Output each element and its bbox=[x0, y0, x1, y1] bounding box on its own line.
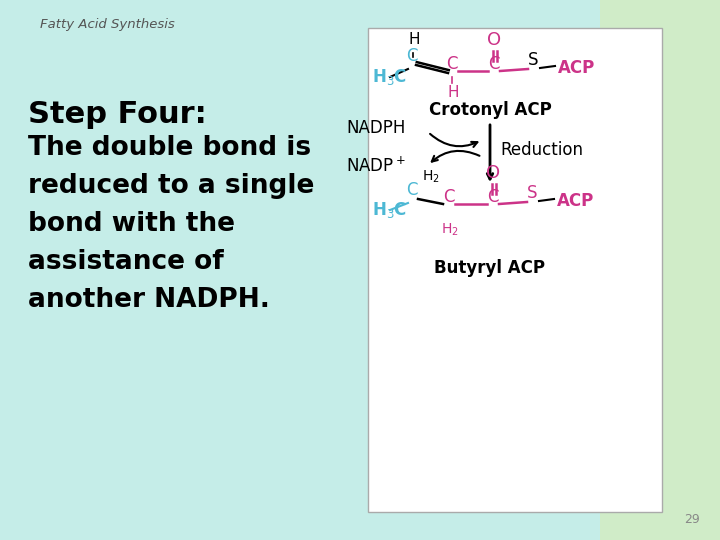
Text: Crotonyl ACP: Crotonyl ACP bbox=[428, 101, 552, 119]
Text: NADPH: NADPH bbox=[346, 119, 406, 137]
Text: assistance of: assistance of bbox=[28, 249, 224, 275]
Text: C: C bbox=[444, 188, 455, 206]
Text: S: S bbox=[527, 184, 537, 202]
Text: H$_3$C: H$_3$C bbox=[372, 200, 408, 220]
Bar bbox=[368, 28, 662, 512]
Text: O: O bbox=[487, 31, 501, 49]
Text: C: C bbox=[488, 55, 500, 73]
Text: C: C bbox=[406, 47, 418, 65]
Text: NADP$^+$: NADP$^+$ bbox=[346, 157, 406, 176]
Text: S: S bbox=[528, 51, 539, 69]
Text: Step Four:: Step Four: bbox=[28, 100, 207, 129]
Text: Fatty Acid Synthesis: Fatty Acid Synthesis bbox=[40, 18, 175, 31]
Bar bbox=[600, 0, 720, 540]
Text: O: O bbox=[486, 164, 500, 182]
Text: H: H bbox=[447, 85, 459, 100]
Text: 29: 29 bbox=[684, 513, 700, 526]
Text: Reduction: Reduction bbox=[500, 141, 583, 159]
Text: C: C bbox=[446, 55, 458, 73]
Text: H$_2$: H$_2$ bbox=[422, 168, 440, 185]
Text: The double bond is: The double bond is bbox=[28, 135, 311, 161]
Text: H$_2$: H$_2$ bbox=[441, 222, 459, 238]
Text: H: H bbox=[408, 32, 420, 47]
Text: C: C bbox=[406, 181, 418, 199]
Text: Butyryl ACP: Butyryl ACP bbox=[434, 259, 546, 277]
Text: ACP: ACP bbox=[558, 59, 595, 77]
Text: bond with the: bond with the bbox=[28, 211, 235, 237]
Text: C: C bbox=[487, 188, 499, 206]
Text: ACP: ACP bbox=[557, 192, 594, 210]
Text: reduced to a single: reduced to a single bbox=[28, 173, 315, 199]
Text: another NADPH.: another NADPH. bbox=[28, 287, 270, 313]
Text: H$_3$C: H$_3$C bbox=[372, 67, 408, 87]
